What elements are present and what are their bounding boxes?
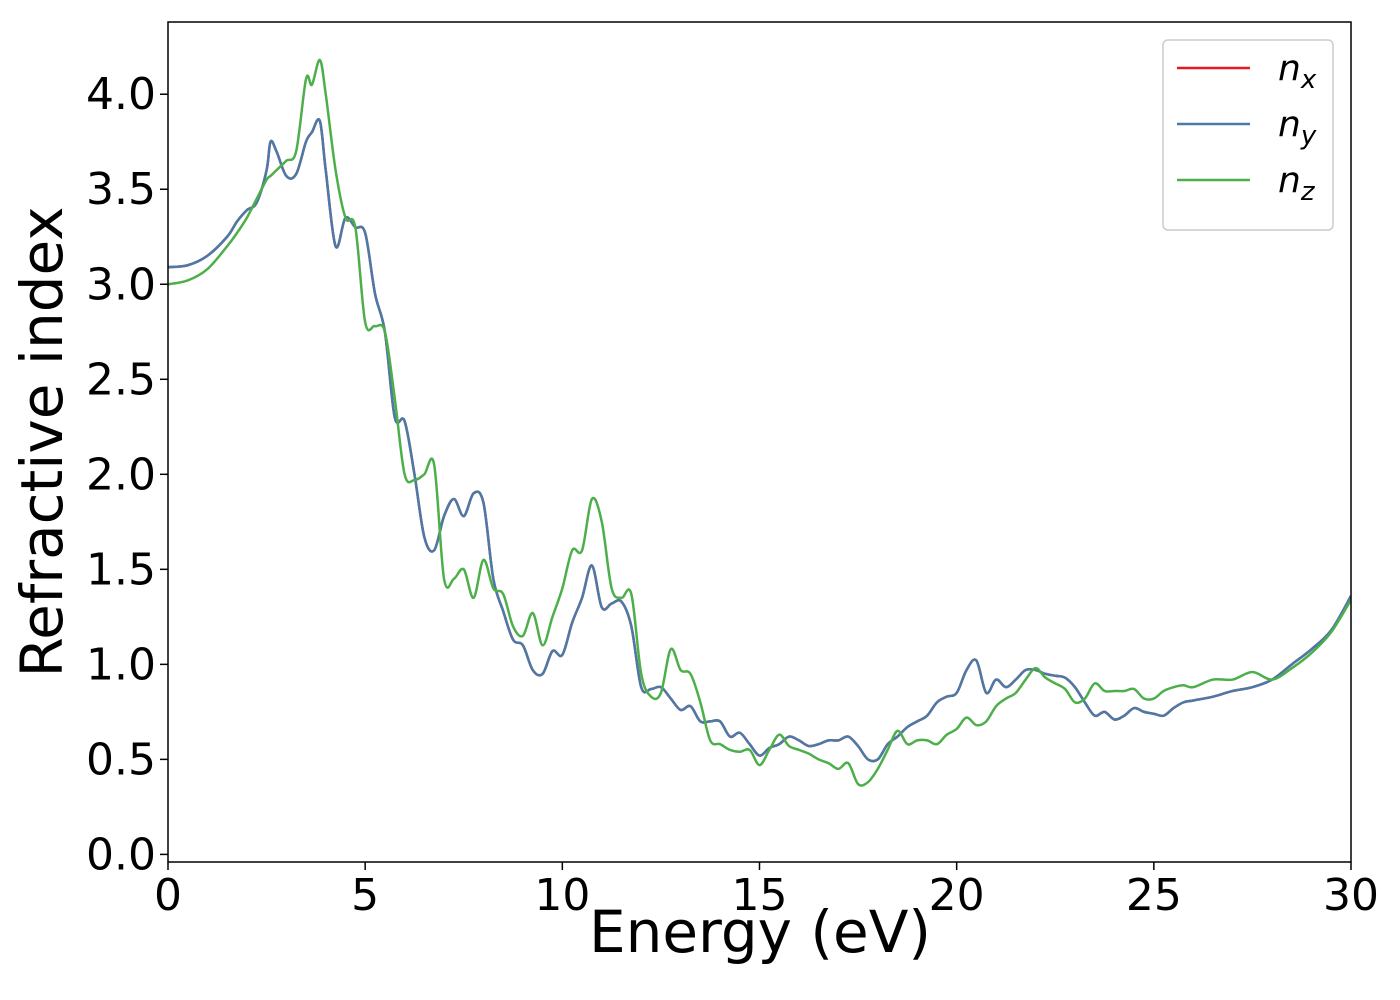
y-tick-label: 0.0 (86, 829, 156, 880)
y-tick-label: 4.0 (86, 69, 156, 120)
x-tick-label: 15 (732, 870, 788, 921)
y-tick-label: 3.5 (86, 164, 156, 215)
x-tick-label: 20 (929, 870, 985, 921)
line-series (168, 118, 1351, 763)
line-series (168, 58, 1351, 787)
x-tick-label: 0 (154, 870, 182, 921)
y-tick-label: 2.5 (86, 354, 156, 405)
legend-label: ny (1278, 104, 1317, 151)
y-tick-label: 2.0 (86, 449, 156, 500)
axes-frame (167, 21, 1352, 863)
x-axis-label: Energy (eV) (589, 898, 931, 966)
y-tick-label: 1.0 (86, 639, 156, 690)
y-axis-label: Refractive index (8, 206, 76, 677)
legend-label: nz (1278, 160, 1316, 207)
x-tick-label: 25 (1126, 870, 1182, 921)
y-tick-label: 3.0 (86, 259, 156, 310)
x-tick-label: 10 (534, 870, 590, 921)
x-tick-label: 30 (1323, 870, 1379, 921)
legend-box (1162, 39, 1334, 231)
legend: nx ny nz (1162, 39, 1334, 231)
x-tick-label: 5 (351, 870, 379, 921)
legend-label: nx (1278, 48, 1317, 95)
y-tick-label: 1.5 (86, 544, 156, 595)
y-tick-label: 0.5 (86, 734, 156, 785)
